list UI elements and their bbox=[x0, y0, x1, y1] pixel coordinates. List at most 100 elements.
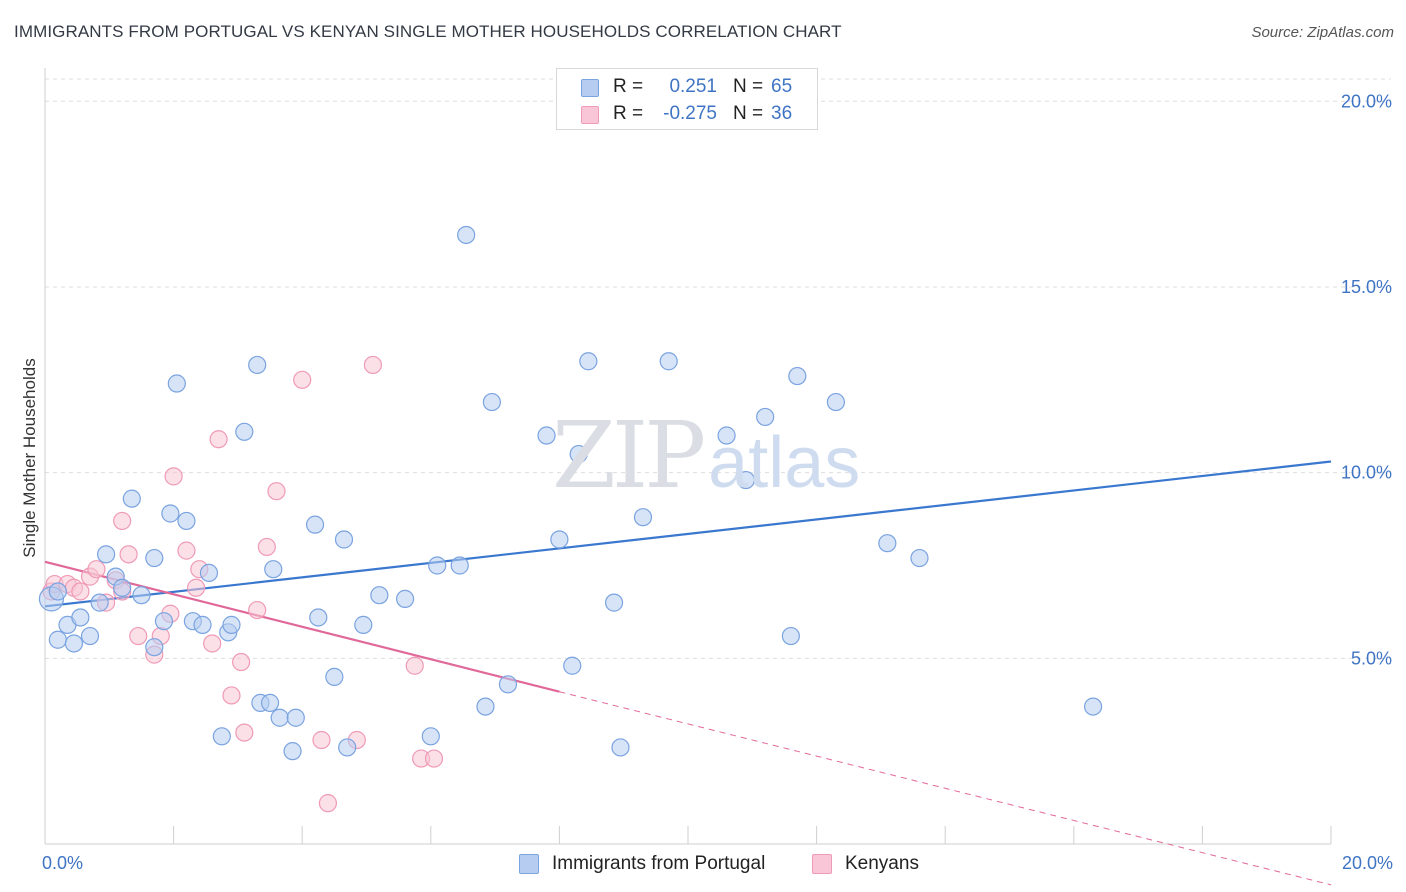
kenyans-point bbox=[209, 430, 228, 449]
portugal-point bbox=[283, 742, 302, 761]
kenyans-point bbox=[312, 730, 331, 750]
series-legend: Immigrants from Portugal Kenyans bbox=[0, 850, 1406, 880]
portugal-point bbox=[659, 352, 678, 371]
portugal-point bbox=[550, 530, 569, 549]
legend-swatch-portugal bbox=[581, 79, 599, 97]
y-tick-label: 5.0% bbox=[1351, 648, 1392, 668]
kenyans-point bbox=[293, 370, 312, 389]
portugal-point bbox=[309, 608, 328, 627]
portugal-point bbox=[563, 656, 582, 675]
portugal-point bbox=[64, 634, 84, 653]
portugal-point bbox=[286, 708, 305, 727]
portugal-point bbox=[450, 556, 469, 575]
portugal-point bbox=[498, 675, 518, 694]
legend-label-portugal: Immigrants from Portugal bbox=[552, 853, 766, 874]
portugal-point bbox=[154, 612, 174, 631]
portugal-point bbox=[248, 355, 267, 375]
legend-swatch-kenyans bbox=[812, 854, 832, 874]
y-tick-label: 10.0% bbox=[1341, 463, 1392, 483]
chart-source: Source: ZipAtlas.com bbox=[1251, 24, 1394, 41]
kenyans-point bbox=[257, 537, 276, 557]
portugal-point bbox=[476, 697, 495, 716]
portugal-point bbox=[395, 589, 415, 609]
portugal-point bbox=[96, 545, 116, 564]
portugal-point bbox=[270, 708, 289, 727]
portugal-point bbox=[113, 578, 132, 597]
portugal-point bbox=[421, 727, 440, 746]
n-label: N = bbox=[733, 76, 764, 97]
legend-row-portugal: R = 0.251 N = 65 bbox=[557, 73, 817, 101]
portugal-point bbox=[132, 586, 151, 605]
kenyans-point bbox=[129, 626, 148, 646]
x-tick-label: 20.0% bbox=[1342, 853, 1393, 873]
kenyans-point bbox=[235, 723, 254, 742]
portugal-point bbox=[235, 422, 254, 441]
portugal-point bbox=[264, 560, 283, 579]
trend-line-portugal bbox=[44, 460, 1332, 608]
legend-row-kenyans: R = -0.275 N = 36 bbox=[557, 100, 817, 128]
kenyans-point bbox=[363, 355, 383, 375]
portugal-point bbox=[736, 470, 755, 490]
portugal-point bbox=[161, 504, 180, 523]
portugal-point bbox=[145, 638, 164, 657]
kenyans-point bbox=[232, 652, 251, 672]
portugal-point bbox=[611, 738, 630, 757]
portugal-point bbox=[482, 392, 501, 412]
portugal-point bbox=[90, 593, 109, 612]
portugal-point bbox=[781, 626, 800, 646]
portugal-point bbox=[910, 548, 929, 568]
kenyans-point bbox=[267, 482, 286, 501]
portugal-point bbox=[212, 727, 231, 746]
portugal-point bbox=[80, 626, 100, 646]
portugal-point bbox=[878, 534, 897, 553]
y-tick-label: 15.0% bbox=[1341, 277, 1392, 297]
portugal-point bbox=[717, 426, 736, 445]
y-tick-label: 20.0% bbox=[1341, 91, 1392, 111]
portugal-point bbox=[354, 615, 373, 634]
portugal-point bbox=[145, 548, 164, 568]
kenyans-point bbox=[87, 560, 106, 579]
trend-line-kenyans bbox=[44, 560, 560, 693]
portugal-point bbox=[122, 489, 141, 508]
portugal-point bbox=[48, 582, 67, 601]
portugal-point bbox=[428, 556, 447, 575]
kenyans-point bbox=[248, 600, 267, 620]
n-value: 36 bbox=[771, 103, 793, 124]
portugal-point bbox=[756, 407, 775, 427]
kenyans-point bbox=[318, 794, 338, 813]
portugal-point bbox=[826, 392, 845, 412]
kenyans-point bbox=[424, 749, 444, 768]
r-value: 0.251 bbox=[669, 76, 717, 97]
axes bbox=[44, 68, 1332, 845]
portugal-point bbox=[1083, 697, 1103, 716]
portugal-point bbox=[177, 511, 196, 531]
kenyans-point bbox=[113, 511, 132, 531]
portugal-point bbox=[48, 630, 67, 649]
n-label: N = bbox=[733, 103, 764, 124]
kenyans-point bbox=[71, 582, 90, 601]
portugal-point bbox=[222, 615, 241, 634]
portugal-point bbox=[579, 352, 598, 371]
trend-line-kenyans-extension bbox=[559, 691, 1332, 886]
portugal-point bbox=[370, 586, 389, 605]
portugal-point bbox=[325, 667, 344, 686]
grid-lines bbox=[45, 78, 1391, 659]
legend-swatch-kenyans bbox=[581, 106, 599, 124]
portugal-point bbox=[604, 593, 624, 612]
r-label: R = bbox=[613, 76, 644, 97]
y-axis-label: Single Mother Households bbox=[20, 358, 39, 557]
kenyans-point bbox=[405, 656, 424, 675]
kenyans-point bbox=[119, 545, 138, 564]
portugal-point bbox=[199, 563, 219, 583]
tick-labels: 5.0% 10.0% 15.0% 20.0% 0.0% 20.0% bbox=[42, 91, 1393, 873]
correlation-legend: R = 0.251 N = 65 R = -0.275 N = 36 bbox=[556, 68, 818, 130]
portugal-point bbox=[537, 426, 556, 445]
portugal-point bbox=[71, 608, 90, 627]
portugal-point bbox=[569, 444, 588, 464]
portugal-points bbox=[38, 225, 1103, 761]
kenyans-point bbox=[177, 541, 196, 560]
portugal-point bbox=[338, 738, 357, 757]
portugal-point bbox=[788, 366, 807, 386]
r-label: R = bbox=[613, 103, 644, 124]
